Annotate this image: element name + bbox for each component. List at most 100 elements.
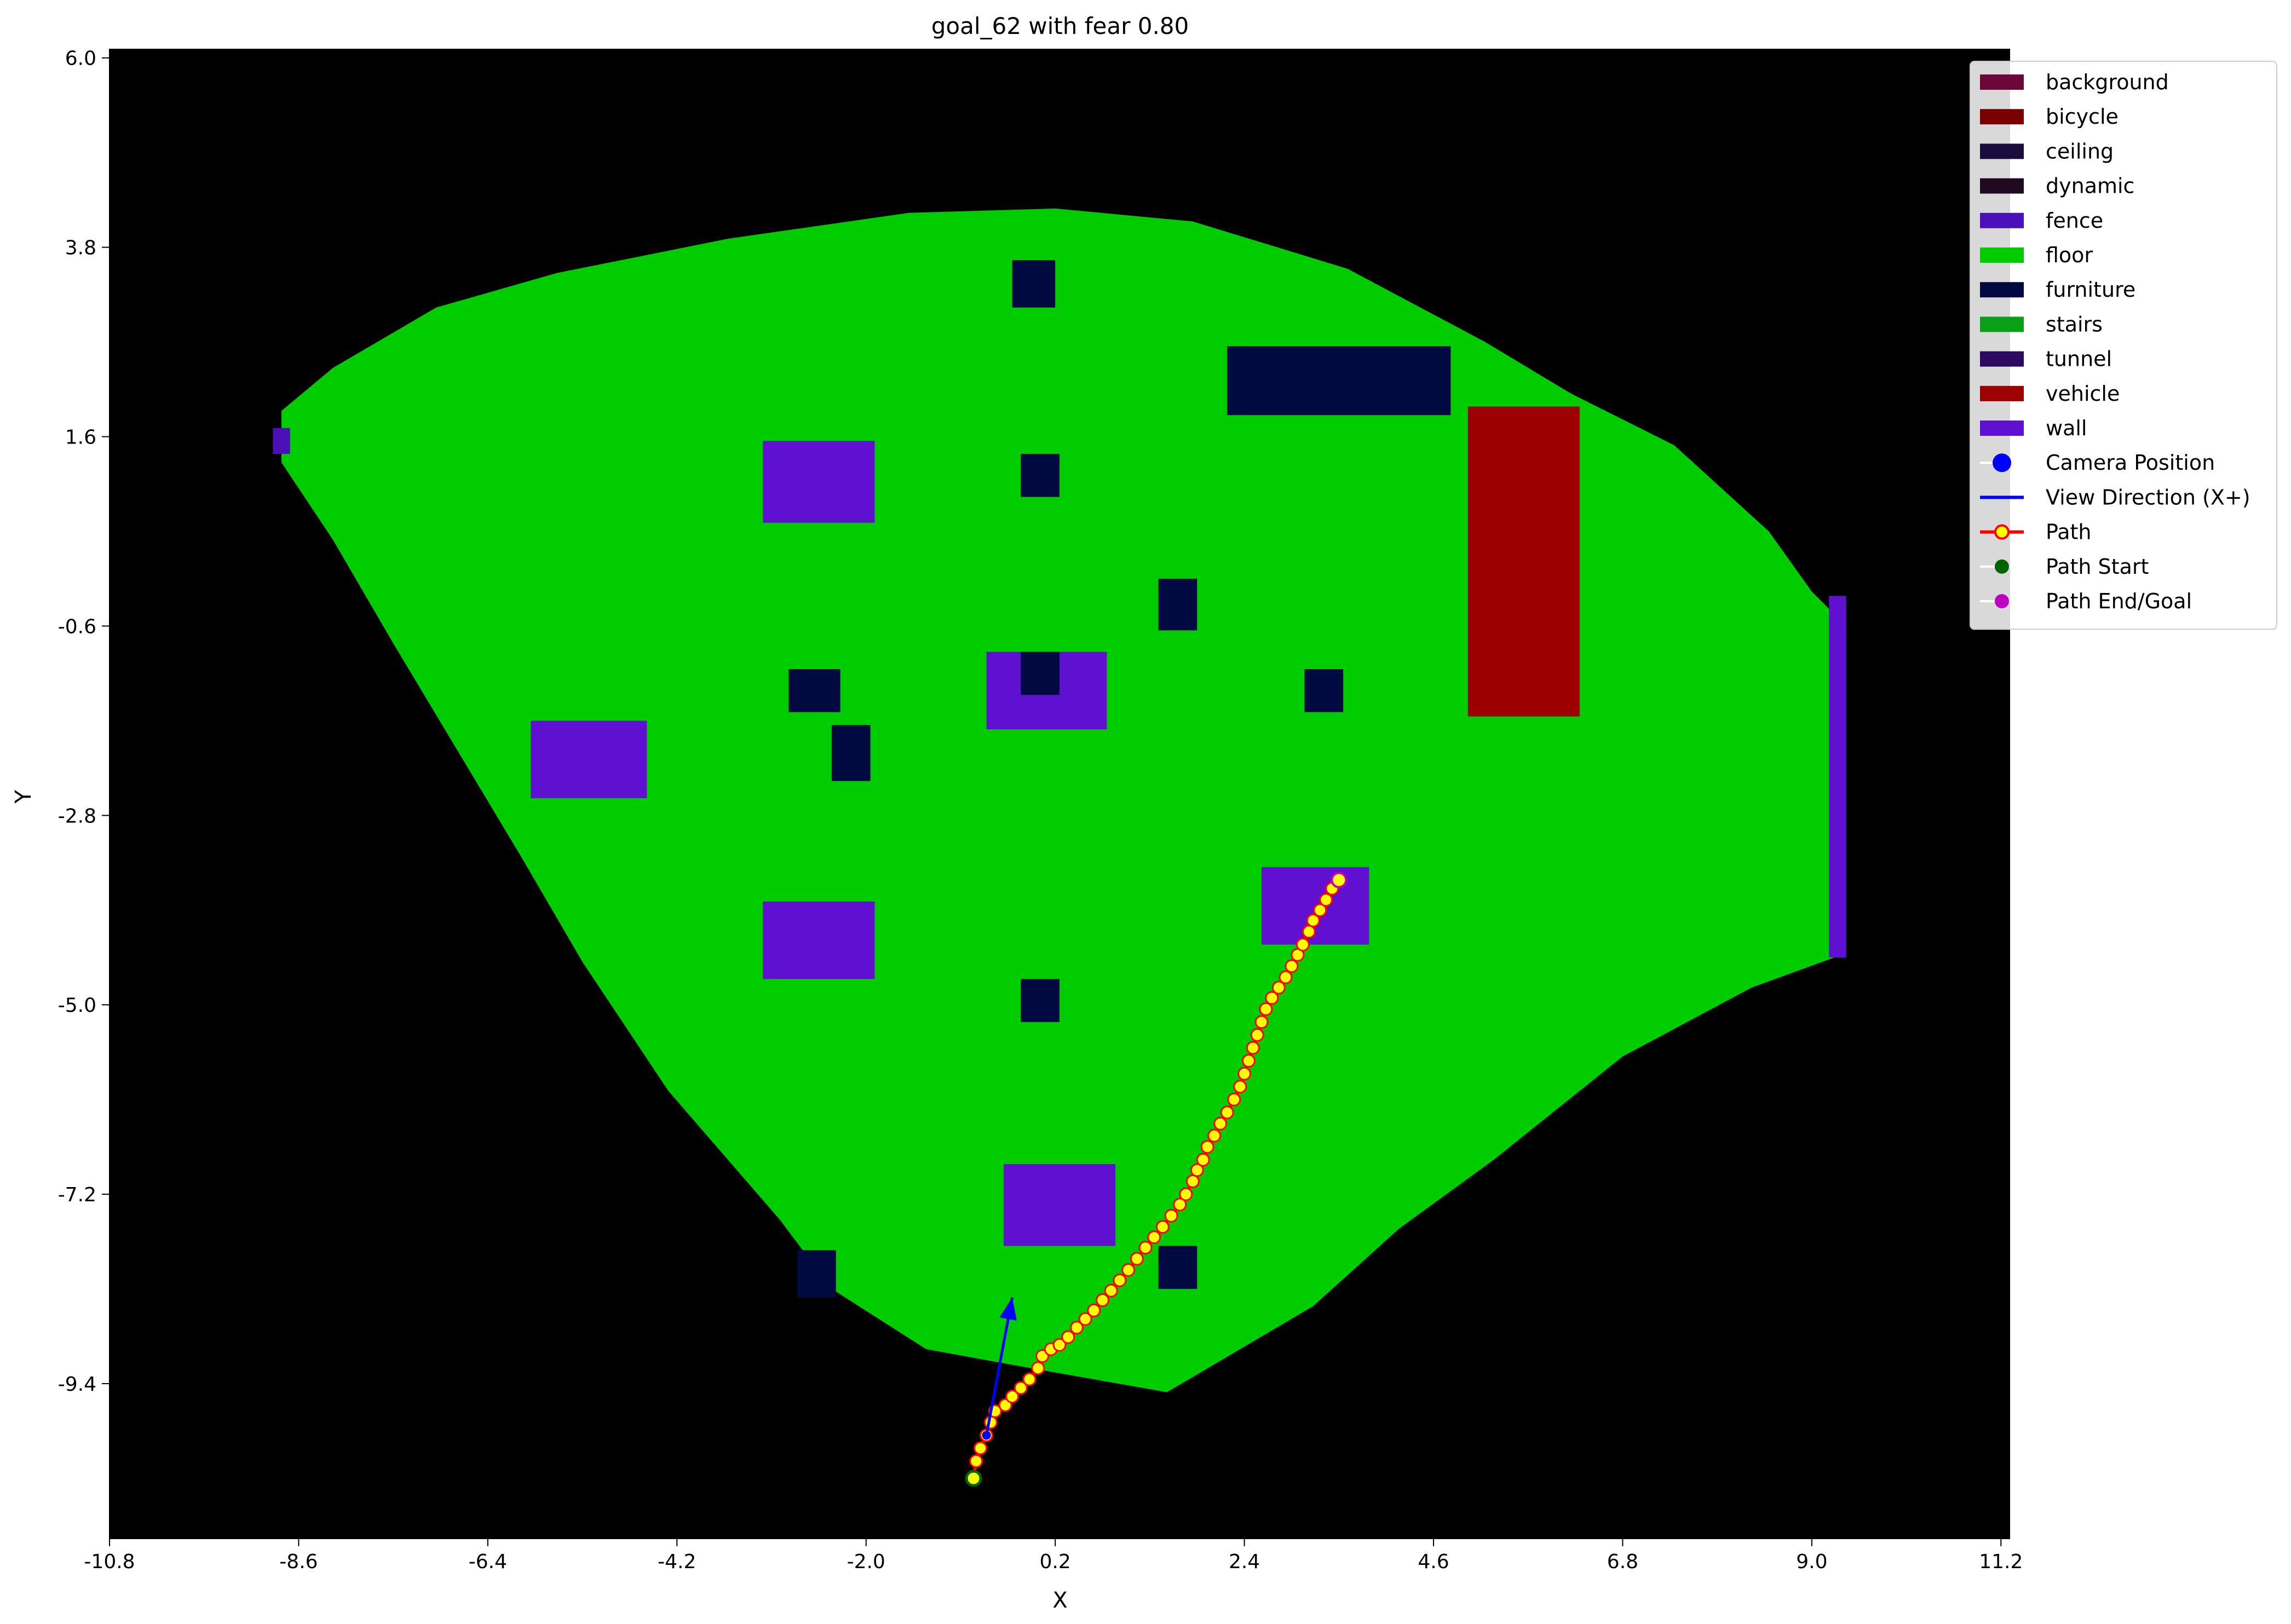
legend-label-fence: fence: [2046, 209, 2103, 233]
path-point: [1319, 892, 1333, 907]
legend-swatch-floor: [1980, 247, 2024, 263]
legend: background bicycle ceiling dynamic fence floo…: [1970, 61, 2277, 630]
furniture-region: [788, 669, 841, 712]
legend-swatch-dynamic: [1980, 178, 2024, 194]
path-point: [1200, 1140, 1214, 1154]
x-tick-label: 11.2: [1979, 1551, 2023, 1573]
path-point: [1250, 1028, 1264, 1042]
y-tick-label: -9.4: [58, 1373, 96, 1396]
legend-label-background: background: [2046, 70, 2169, 94]
path-point: [1296, 937, 1310, 952]
furniture-region: [1158, 1246, 1198, 1289]
path-point: [974, 1441, 988, 1455]
path-point: [1279, 970, 1293, 984]
path-point: [1147, 1230, 1161, 1245]
path-point: [1259, 1002, 1273, 1016]
x-tick-label: -6.4: [469, 1551, 507, 1573]
plot-area: [109, 49, 2010, 1539]
y-tick-label: 6.0: [65, 48, 96, 70]
path-point: [1220, 1105, 1234, 1120]
legend-swatch-fence: [1980, 212, 2024, 228]
path-point: [1069, 1321, 1084, 1335]
y-tick-label: 1.6: [65, 427, 96, 449]
plot-frame: [109, 49, 2010, 1539]
y-axis-label: Y: [11, 790, 36, 804]
path-point: [1005, 1390, 1020, 1404]
wall-region: [763, 441, 875, 523]
legend-label-path: Path: [2046, 520, 2091, 544]
legend-swatch-ceiling: [1980, 143, 2024, 159]
path-point: [1138, 1241, 1153, 1255]
path-point: [1052, 1338, 1067, 1352]
x-tick-label: 6.8: [1607, 1551, 1638, 1573]
vehicle-region: [1467, 406, 1580, 717]
x-tick-label: -4.2: [658, 1551, 696, 1573]
legend-box: [1970, 61, 2277, 630]
view-direction-arrow: [985, 1297, 1014, 1436]
legend-swatch-bicycle: [1980, 109, 2024, 125]
y-tick-label: -5.0: [58, 994, 96, 1017]
path-point: [969, 1454, 983, 1468]
furniture-region: [831, 725, 871, 781]
path-start-marker: [965, 1470, 982, 1487]
furniture-region: [797, 1250, 836, 1298]
path-point: [1113, 1273, 1127, 1287]
wall-region: [1003, 1164, 1116, 1246]
x-tick-label: 9.0: [1796, 1551, 1827, 1573]
path-point: [1061, 1330, 1075, 1344]
x-axis: -10.8 -8.6 -6.4 -4.2 -2.0 0.2 2.4 4.6 6.8 9.0 11.2: [84, 1539, 2023, 1573]
path-point: [1265, 991, 1279, 1005]
path-point: [1096, 1293, 1110, 1307]
x-tick-label: 0.2: [1040, 1551, 1071, 1573]
x-tick-label: -8.6: [279, 1551, 318, 1573]
x-tick-label: 2.4: [1229, 1551, 1260, 1573]
chart-title: goal_62 with fear 0.80: [931, 13, 1189, 39]
path-point: [1031, 1361, 1045, 1375]
furniture-region: [1021, 453, 1060, 497]
path-point: [1190, 1163, 1204, 1177]
wall-region: [1829, 596, 1846, 958]
path-point: [1241, 1053, 1256, 1068]
legend-label-ceiling: ceiling: [2046, 139, 2114, 163]
furniture-region: [1304, 669, 1344, 712]
legend-label-floor: floor: [2046, 243, 2093, 267]
path-point: [1014, 1381, 1028, 1395]
path-point: [1196, 1153, 1210, 1167]
x-tick-label: -10.8: [84, 1551, 135, 1573]
map-layer: [273, 208, 1846, 1392]
y-tick-label: 3.8: [65, 237, 96, 260]
legend-label-vehicle: vehicle: [2046, 382, 2120, 406]
path-point: [1173, 1197, 1187, 1212]
x-tick-label: -2.0: [847, 1551, 885, 1573]
legend-label-view-direction-x: View Direction (X+): [2046, 485, 2250, 509]
legend-marker-path-end-goal: [1995, 594, 2009, 608]
path-point: [1207, 1128, 1222, 1143]
y-tick-label: -0.6: [58, 615, 96, 638]
path-point: [1254, 1015, 1269, 1029]
path-point: [1078, 1312, 1092, 1326]
path-end-marker: [1331, 872, 1348, 889]
legend-label-bicycle: bicycle: [2046, 105, 2119, 129]
floor-region: [281, 208, 1846, 1392]
legend-marker-path-start: [1995, 559, 2009, 574]
legend-label-wall: wall: [2046, 416, 2087, 440]
path-point: [1227, 1092, 1241, 1107]
legend-marker-camera-position: [1993, 453, 2011, 473]
legend-label-stairs: stairs: [2046, 312, 2103, 336]
x-axis-label: X: [1052, 1588, 1067, 1613]
path-point: [1155, 1220, 1170, 1234]
path-point: [1087, 1303, 1101, 1317]
furniture-region: [1012, 260, 1056, 308]
furniture-region: [1021, 652, 1060, 695]
y-tick-label: -7.2: [58, 1184, 96, 1206]
y-axis: 6.0 3.8 1.6 -0.6 -2.8 -5.0 -7.2 -9.4: [58, 48, 110, 1396]
path-point: [1164, 1208, 1178, 1223]
wall-region: [531, 721, 647, 798]
path-point: [1104, 1283, 1118, 1298]
fence-region: [273, 428, 290, 454]
path-point: [1121, 1263, 1136, 1277]
path-point: [1185, 1174, 1200, 1189]
x-tick-label: 4.6: [1418, 1551, 1449, 1573]
wall-region: [763, 901, 875, 980]
legend-swatch-tunnel: [1980, 351, 2024, 367]
